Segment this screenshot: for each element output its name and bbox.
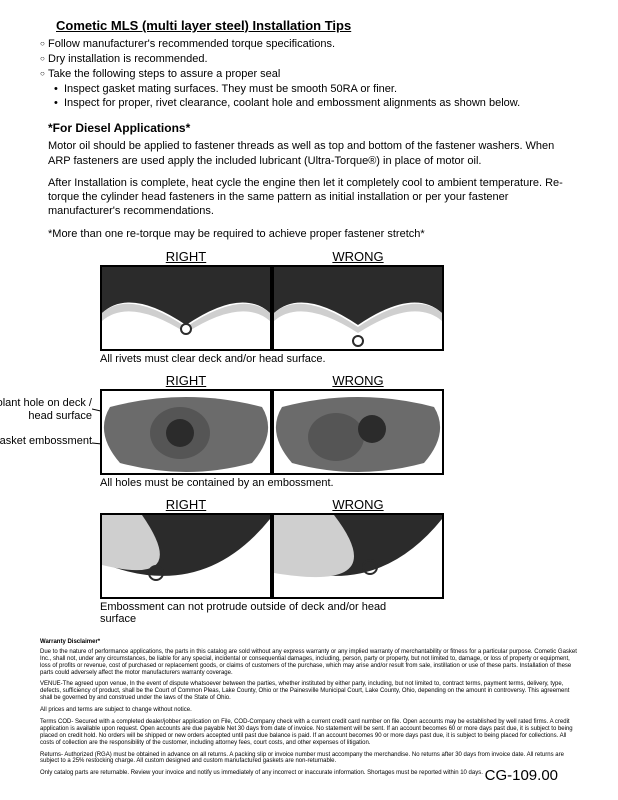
diesel-p1: Motor oil should be applied to fastener …	[48, 139, 578, 168]
diagram-row-rivets: RIGHT WRONG All rivets	[100, 249, 578, 365]
disclaimer-block: Warranty Disclaimer* Due to the nature o…	[40, 639, 578, 777]
bullet-2: Dry installation is recommended.	[40, 52, 578, 67]
label-wrong-1: WRONG	[272, 249, 444, 265]
label-right-3: RIGHT	[100, 497, 272, 513]
panel-hole-right	[100, 389, 272, 475]
disclaimer-p2: VENUE-The agreed upon venue, In the even…	[40, 681, 578, 702]
side-label-embossment: gasket embossment	[0, 435, 92, 448]
disclaimer-p4: Terms COD- Secured with a completed deal…	[40, 719, 578, 747]
label-wrong-3: WRONG	[272, 497, 444, 513]
bullet-3: Take the following steps to assure a pro…	[40, 67, 578, 82]
diesel-heading: *For Diesel Applications*	[48, 121, 578, 135]
diagram-row-holes: coolant hole on deck / head surface gask…	[100, 373, 578, 489]
caption-edge: Embossment can not protrude outside of d…	[100, 601, 400, 625]
diesel-p2: After Installation is complete, heat cyc…	[48, 176, 578, 219]
page-title: Cometic MLS (multi layer steel) Installa…	[56, 18, 578, 33]
panel-edge-right	[100, 513, 272, 599]
disclaimer-p3: All prices and terms are subject to chan…	[40, 707, 578, 714]
disclaimer-p5: Returns- Authorized (RGA) must be obtain…	[40, 752, 578, 766]
panel-rivet-right	[100, 265, 272, 351]
label-right-2: RIGHT	[100, 373, 272, 389]
diesel-p3: *More than one re-torque may be required…	[48, 227, 578, 241]
side-label-coolant: coolant hole on deck / head surface	[0, 397, 92, 423]
bullet-1: Follow manufacturer's recommended torque…	[40, 37, 578, 52]
panel-hole-wrong	[272, 389, 444, 475]
bullet-list: Follow manufacturer's recommended torque…	[40, 37, 578, 111]
label-wrong-2: WRONG	[272, 373, 444, 389]
panel-rivet-wrong	[272, 265, 444, 351]
label-right-1: RIGHT	[100, 249, 272, 265]
panel-edge-wrong	[272, 513, 444, 599]
caption-rivets: All rivets must clear deck and/or head s…	[100, 353, 578, 365]
caption-holes: All holes must be contained by an emboss…	[100, 477, 578, 489]
subbullet-1: Inspect gasket mating surfaces. They mus…	[40, 82, 578, 97]
disclaimer-heading: Warranty Disclaimer*	[40, 639, 578, 646]
diagram-row-edge: RIGHT WRONG Embossment can not protrude …	[100, 497, 578, 625]
disclaimer-p1: Due to the nature of performance applica…	[40, 649, 578, 677]
diagram-area: RIGHT WRONG All rivets	[100, 249, 578, 625]
subbullet-2: Inspect for proper, rivet clearance, coo…	[40, 96, 578, 111]
page-number: CG-109.00	[485, 767, 558, 784]
